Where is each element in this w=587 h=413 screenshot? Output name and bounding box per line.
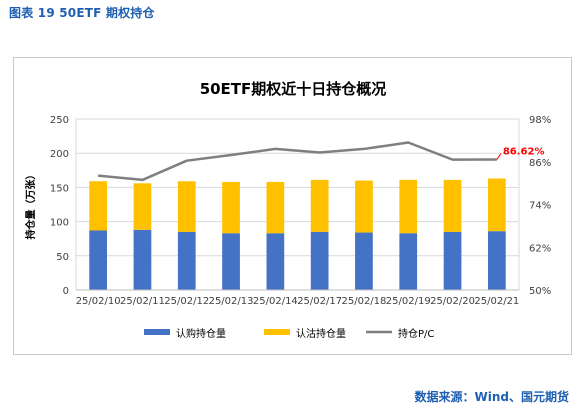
y-tick-label: 200	[50, 149, 69, 160]
y2-tick-label: 86%	[529, 158, 551, 169]
put-bar	[266, 181, 285, 234]
call-bar	[89, 230, 108, 290]
put-bar	[310, 179, 329, 232]
y2-tick-label: 50%	[529, 286, 551, 297]
bars	[89, 178, 506, 290]
pc-line	[98, 141, 497, 182]
y-tick-label: 150	[50, 183, 69, 194]
legend-label: 认购持仓量	[176, 327, 226, 340]
put-bar	[89, 181, 108, 231]
put-bar	[133, 183, 152, 230]
legend-swatch	[144, 329, 170, 335]
pc-line-group: 86.62%	[98, 141, 545, 182]
call-bar	[177, 231, 196, 290]
y2-tick-label: 74%	[529, 201, 551, 212]
x-tick-label: 25/02/14	[253, 296, 298, 307]
chart-title: 50ETF期权近十日持仓概况	[200, 80, 387, 98]
chart-container: 50ETF期权近十日持仓概况 86.62% 0 50 100 150 200 250 50%…	[13, 57, 572, 355]
y2-tick-label: 62%	[529, 243, 551, 254]
pc-annotation: 86.62%	[503, 147, 545, 158]
x-tick-label: 25/02/21	[474, 296, 519, 307]
annotation-leader	[496, 153, 502, 160]
y2-tick-label: 98%	[529, 115, 551, 126]
y-tick-label: 0	[63, 286, 69, 297]
source-note: 数据来源：Wind、国元期货	[414, 390, 569, 404]
y-tick-label: 50	[56, 252, 69, 263]
x-tick-label: 25/02/13	[209, 296, 254, 307]
chart-svg: 50ETF期权近十日持仓概况 86.62% 0 50 100 150 200 250 50%…	[24, 80, 551, 340]
x-tick-label: 25/02/18	[341, 296, 386, 307]
legend-label: 认沽持仓量	[296, 327, 346, 340]
put-bar	[355, 180, 373, 233]
axes: 0 50 100 150 200 250 50% 62% 74% 86% 98% 持仓量（万张） 25/…	[24, 115, 551, 307]
x-tick-label: 25/02/19	[386, 296, 431, 307]
put-bar	[399, 179, 418, 234]
legend-label: 持仓P/C	[398, 327, 434, 340]
put-bar	[443, 179, 462, 232]
call-bar	[310, 231, 329, 290]
legend: 认购持仓量 认沽持仓量 持仓P/C	[144, 327, 434, 340]
y-tick-label: 100	[50, 218, 69, 229]
call-bar	[399, 233, 418, 290]
x-tick-label: 25/02/10	[76, 296, 121, 307]
put-bar	[487, 178, 506, 232]
put-bar	[222, 181, 240, 234]
call-bar	[487, 231, 506, 290]
x-tick-label: 25/02/17	[297, 296, 342, 307]
y-axis-label: 持仓量（万张）	[24, 170, 37, 240]
legend-swatch	[264, 329, 290, 335]
put-bar	[177, 181, 196, 232]
call-bar	[443, 231, 462, 290]
call-bar	[355, 232, 373, 290]
y-tick-label: 250	[50, 115, 69, 126]
x-tick-label: 25/02/20	[430, 296, 475, 307]
call-bar	[133, 229, 152, 290]
call-bar	[222, 233, 240, 290]
call-bar	[266, 233, 285, 290]
x-tick-label: 25/02/12	[164, 296, 209, 307]
x-tick-label: 25/02/11	[120, 296, 165, 307]
figure-label: 图表 19 50ETF 期权持仓	[9, 6, 155, 20]
